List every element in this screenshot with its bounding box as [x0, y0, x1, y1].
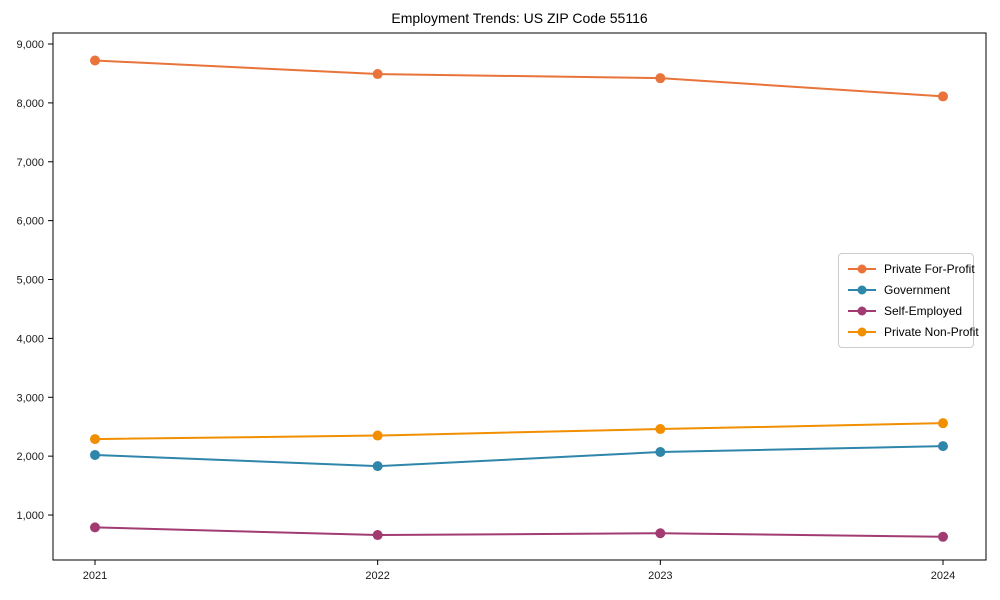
data-point: [372, 430, 383, 441]
series-line: [94, 422, 944, 441]
data-point: [90, 449, 100, 460]
y-tick-label: 2,000: [16, 451, 44, 463]
y-tick-label: 3,000: [16, 392, 44, 404]
legend-label: Private Non-Profit: [884, 325, 979, 339]
series-line: [94, 445, 944, 468]
y-tick-label: 5,000: [16, 275, 44, 287]
data-point: [938, 91, 948, 102]
legend-label: Government: [884, 283, 951, 297]
legend-dot-icon: [857, 264, 867, 274]
data-point: [90, 434, 100, 445]
y-tick-label: 1,000: [16, 510, 44, 522]
legend-item-self-employed: Self-Employed: [847, 303, 963, 319]
x-tick-label: 2024: [931, 570, 955, 582]
data-point: [938, 418, 948, 429]
data-point: [372, 461, 383, 472]
chart-title: Employment Trends: US ZIP Code 55116: [391, 10, 648, 26]
legend-item-private-non-profit: Private Non-Profit: [847, 324, 979, 340]
legend-dot-icon: [857, 327, 867, 337]
legend-marker-line-dot-icon: [848, 327, 876, 337]
data-point: [938, 441, 948, 452]
data-point: [655, 424, 666, 435]
legend-marker-line-dot-icon: [848, 306, 876, 316]
legend-label: Private For-Profit: [884, 262, 975, 276]
data-point: [90, 55, 100, 66]
x-tick-label: 2022: [365, 570, 389, 582]
data-point: [372, 530, 383, 541]
y-tick-label: 6,000: [16, 216, 44, 228]
legend-label: Self-Employed: [884, 304, 963, 318]
data-point: [938, 531, 948, 542]
plot-border: [52, 32, 987, 561]
y-tick-label: 9,000: [16, 39, 44, 51]
legend-marker-line-dot-icon: [848, 264, 876, 274]
x-tick-label: 2021: [83, 570, 107, 582]
series-line: [94, 526, 944, 538]
y-tick-label: 4,000: [16, 333, 44, 345]
y-tick-label: 7,000: [16, 157, 44, 169]
legend-dot-icon: [857, 285, 867, 295]
data-point: [655, 447, 666, 458]
legend: Private For-Profit Government Self-Emplo…: [838, 253, 979, 348]
data-point: [90, 522, 100, 533]
legend-dot-icon: [857, 306, 867, 316]
y-tick-label: 8,000: [16, 98, 44, 110]
data-point: [655, 73, 666, 84]
series-line: [94, 59, 944, 98]
legend-marker-line-dot-icon: [848, 285, 876, 295]
legend-item-private-for-profit: Private For-Profit: [847, 261, 975, 277]
x-tick-label: 2023: [648, 570, 672, 582]
legend-item-government: Government: [847, 282, 963, 298]
data-point: [372, 69, 383, 80]
data-point: [655, 528, 666, 539]
